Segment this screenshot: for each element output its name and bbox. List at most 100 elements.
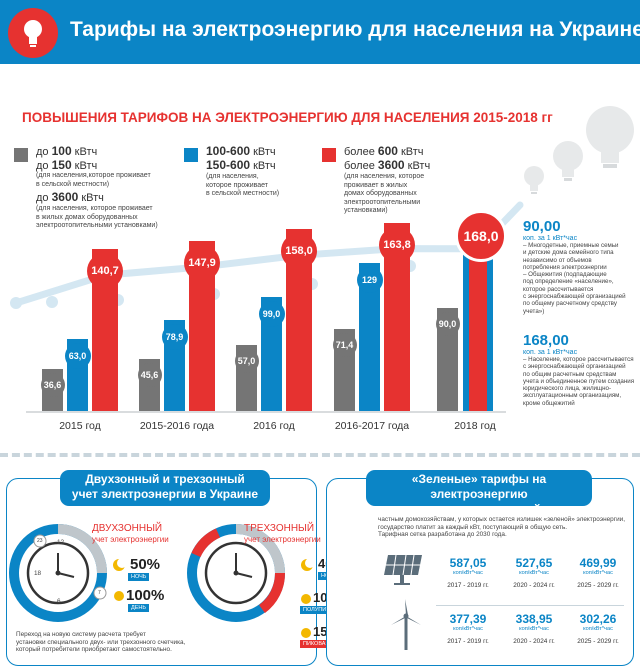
three-zone-title: ТРЕХЗОННЫЙ учет электроэнергии [244, 523, 321, 545]
green-tariffs-panel [326, 478, 634, 666]
green-intro: частным домохозяйствам, у которых остает… [378, 516, 625, 539]
price-note-line: с энергоснабжающей организацией [523, 363, 626, 371]
legend-red-line2: более 3600 кВтч [344, 158, 431, 173]
price-note-line: независимо от объемов [523, 256, 592, 264]
section-divider [0, 453, 640, 457]
legend-gray-note: (для населения,которое проживает в сельск… [36, 172, 151, 188]
two-zone-title: ДВУХЗОННЫЙ учет электроэнергии [92, 523, 169, 545]
solar-tariff-3: 469,99 коп/кВт*час 2025 - 2029 гг. [566, 556, 630, 589]
price-note-line: и детские дома семейного типа [523, 249, 614, 257]
data-label: 63,0 [64, 342, 91, 369]
wind-tariff-3: 302,26 коп/кВт*час 2025 - 2029 гг. [566, 612, 630, 645]
trend-dot [46, 296, 58, 308]
footnote-line: который потребители приобретают самостоя… [16, 646, 172, 654]
solar-tariff-2: 527,65 коп/кВт*час 2020 - 2024 гг. [502, 556, 566, 589]
data-label: 71,4 [332, 332, 357, 357]
tariff-unit: коп/кВт*час [453, 626, 483, 632]
tariff-value: 302,26 [579, 612, 617, 626]
price-note-line: – Многодетные, приемные семьи [523, 242, 619, 249]
tariff-unit: коп/кВт*час [519, 626, 549, 632]
price-value: 168,00 [523, 332, 569, 349]
sun-icon [112, 589, 126, 608]
section-title: ПОВЫШЕНИЯ ТАРИФОВ НА ЭЛЕКТРОЭНЕРГИЮ ДЛЯ … [22, 110, 553, 125]
tariff-bar-chart: 36,6 63,0 140,7 2015 год 45,6 78,9 147,9 2015-2… [10, 201, 524, 432]
wind-tariff-1: 377,39 коп/кВт*час 2017 - 2019 гг. [436, 612, 500, 645]
two-zone-title-l2: учет электроэнергии [92, 535, 169, 544]
zones-footnote: Переход на новую систему расчета требует… [16, 631, 185, 654]
two-zone-title-l1: ДВУХЗОННЫЙ [92, 523, 163, 534]
intro-line: Тарифная сетка разработана до 2030 года. [378, 531, 507, 539]
legend-gray-note2: (для населения, которое проживает в жилых… [36, 205, 158, 229]
legend-gray-line2: до 150 кВтч [36, 158, 98, 173]
x-tick-label: 2018 год [454, 420, 496, 432]
tariff-period: 2020 - 2024 гг. [513, 638, 555, 645]
tariff-period: 2025 - 2029 гг. [577, 582, 619, 589]
legend-blue-line1: 100-600 кВтч [206, 144, 276, 159]
data-label: 45,6 [137, 362, 162, 387]
data-label: 90,0 [435, 311, 460, 336]
three-zone-title-l2: учет электроэнергии [244, 535, 321, 544]
legend-gray-line1: до 100 кВтч [36, 144, 98, 159]
price-note-line: учета и объединенное путем создания [523, 377, 635, 385]
price-note-90: 90,00 коп. за 1 кВт*час – Многодетные, п… [523, 218, 626, 315]
legend-blue-note: (для населения, которое проживает в сельск… [206, 173, 280, 197]
x-tick-label: 2016 год [253, 420, 295, 432]
chart-baseline [26, 411, 506, 413]
two-zone-day-tag: ДЕНЬ [128, 604, 149, 612]
zones-title-line2: учет электроэнергии в Украине [71, 487, 259, 501]
legend-swatch-gray [14, 148, 28, 162]
three-zone-clock-icon [187, 524, 286, 622]
legend-blue-line2: 150-600 кВтч [206, 158, 276, 173]
data-label: 78,9 [161, 324, 188, 351]
bar-blue [359, 262, 380, 411]
legend-gray-line3: до 3600 кВтч [36, 190, 104, 205]
two-zone-night-pct: 50% [130, 556, 161, 573]
three-zone-semipeak-tag: ПОЛУПИКОВАЯ [300, 606, 348, 614]
two-zone-day-pct: 100% [126, 587, 165, 604]
price-note-line: учета») [523, 307, 545, 315]
three-zone-peak-tag: ПИКОВАЯ [300, 640, 333, 648]
tariff-value: 377,39 [449, 612, 487, 626]
tariff-value: 338,95 [515, 612, 553, 626]
price-note-line: по общим расчетным средствам [523, 370, 617, 378]
footnote-line: установки специального двух- или трехзон… [16, 638, 186, 646]
two-zone-night-tag: НОЧЬ [128, 573, 150, 581]
price-note-line: с энергоснабжающей организацией [523, 293, 626, 301]
data-label: 129 [356, 266, 383, 293]
price-note-line: – Население, которое рассчитывается [523, 356, 634, 363]
moon-icon [300, 558, 315, 577]
price-note-line: потребления электроэнергии [523, 263, 607, 271]
tariff-value: 469,99 [579, 556, 617, 570]
price-note-line: которое рассчитывается [523, 285, 594, 293]
tariff-unit: коп/кВт*час [519, 570, 549, 576]
moon-icon [112, 558, 127, 577]
green-title-line2: для частных домохозяйств [397, 502, 561, 516]
tariff-value: 527,65 [515, 556, 553, 570]
x-tick-label: 2015 год [59, 420, 101, 432]
intro-line: государство платит за каждый кВт, поступ… [378, 523, 568, 531]
data-label: 99,0 [258, 301, 285, 328]
zones-title-line1: Двухзонный и трехзонный [85, 472, 245, 486]
tariff-unit: коп/кВт*час [583, 570, 613, 576]
green-title-line1: «Зеленые» тарифы на электроэнергию [411, 472, 547, 501]
header-bar [0, 0, 640, 64]
clock-label-12: 12 [57, 539, 65, 546]
legend-swatch-blue [184, 148, 198, 162]
wind-tariff-2: 338,95 коп/кВт*час 2020 - 2024 гг. [502, 612, 566, 645]
solar-panel-icon [384, 554, 422, 585]
green-divider [436, 605, 624, 606]
green-panel-title: «Зеленые» тарифы на электроэнергию для ч… [366, 470, 592, 516]
clock-label-6: 6 [57, 598, 61, 605]
two-zone-clock-icon [9, 524, 107, 622]
legend-red-note: (для населения, которое проживает в жилых… [344, 173, 425, 214]
price-note-line: эксплуатационным организациям, [523, 392, 622, 400]
tariff-period: 2025 - 2029 гг. [577, 638, 619, 645]
sun-icon [300, 626, 312, 644]
price-note-line: – Общежития (подпадающие [523, 271, 607, 279]
x-tick-label: 2016-2017 года [334, 420, 410, 432]
legend-red-line1: более 600 кВтч [344, 144, 424, 159]
clock-label-23: 23 [37, 538, 43, 544]
three-zone-title-l1: ТРЕХЗОННЫЙ [244, 523, 315, 534]
clock-label-7: 7 [98, 590, 101, 596]
data-label: 140,7 [87, 253, 123, 290]
